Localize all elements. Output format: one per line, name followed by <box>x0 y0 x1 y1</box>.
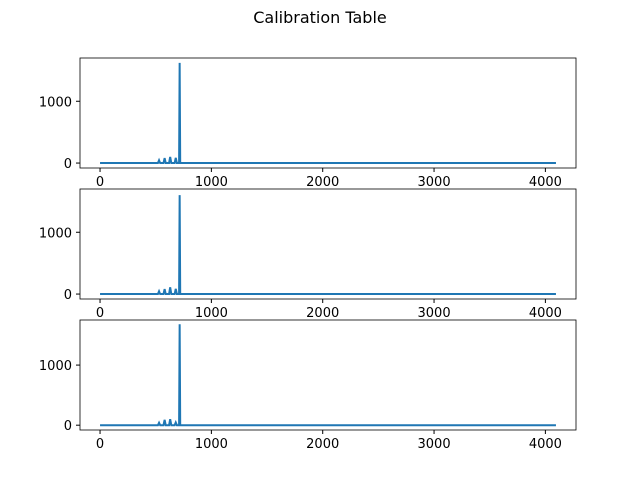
x-tick-label: 0 <box>96 306 104 321</box>
x-tick-label: 0 <box>96 175 104 190</box>
subplot-3: 0 1000 2000 3000 4000 0 1000 <box>39 319 577 452</box>
subplot-2: 0 1000 2000 3000 4000 0 1000 <box>39 188 577 321</box>
x-tick-label: 4000 <box>529 306 562 321</box>
y-tick-label: 1000 <box>39 226 72 241</box>
x-tick-label: 0 <box>96 437 104 452</box>
y-tick-label: 0 <box>64 288 72 303</box>
subplot-1: 0 1000 2000 3000 4000 0 1000 <box>39 57 577 190</box>
x-tick-label: 3000 <box>418 306 451 321</box>
x-tick-label: 2000 <box>306 175 339 190</box>
x-tick-label: 1000 <box>195 306 228 321</box>
x-tick-label: 1000 <box>195 437 228 452</box>
x-tick-label: 2000 <box>306 437 339 452</box>
axes-frame <box>79 319 577 431</box>
x-tick-label: 2000 <box>306 306 339 321</box>
axes-frame <box>79 57 577 169</box>
x-tick-label: 3000 <box>418 175 451 190</box>
x-tick-label: 3000 <box>418 437 451 452</box>
x-tick-label: 4000 <box>529 175 562 190</box>
y-tick-label: 0 <box>64 419 72 434</box>
y-tick-label: 1000 <box>39 359 72 374</box>
series-line-2-1 <box>100 195 556 296</box>
x-tick-label: 1000 <box>195 175 228 190</box>
series-line-1-1 <box>100 62 556 165</box>
axes-frame <box>79 188 577 300</box>
x-tick-label: 4000 <box>529 437 562 452</box>
series-line-3-1 <box>100 324 556 427</box>
figure-title: Calibration Table <box>253 8 387 27</box>
y-tick-label: 1000 <box>39 95 72 110</box>
y-tick-label: 0 <box>64 157 72 172</box>
